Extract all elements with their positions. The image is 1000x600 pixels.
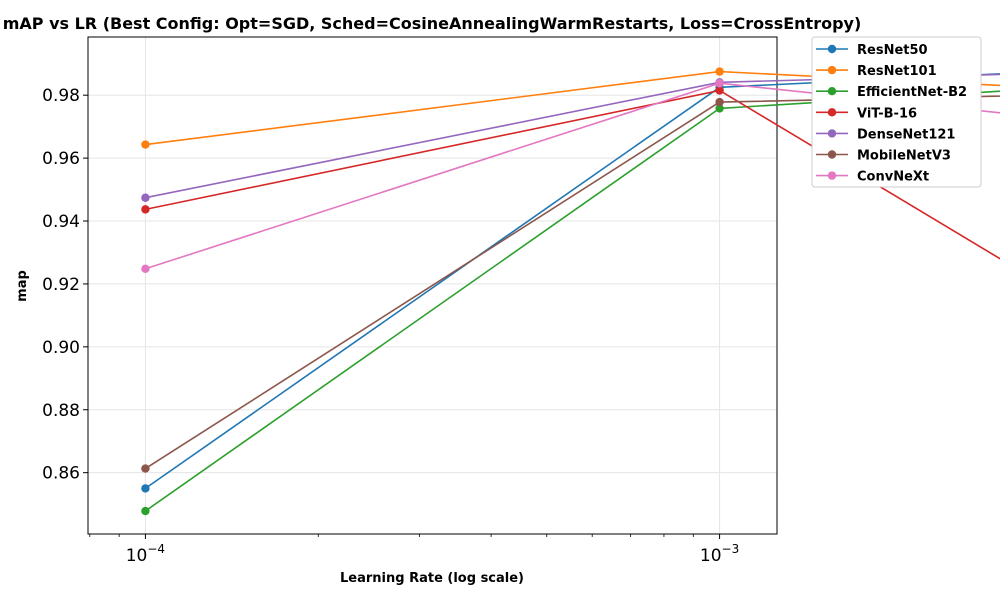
- y-axis-label: map: [15, 270, 30, 302]
- chart-title: mAP vs LR (Best Config: Opt=SGD, Sched=C…: [3, 14, 862, 33]
- y-tick-label: 0.90: [42, 338, 80, 358]
- legend: ResNet50 ResNet101 EfficientNet-B2 ViT-B-16…: [811, 36, 982, 188]
- legend-label: EfficientNet-B2: [857, 85, 967, 100]
- legend-marker: [827, 150, 837, 159]
- x-tick-base: 10: [700, 546, 722, 566]
- plot-frame: [87, 36, 778, 535]
- x-tick-base: 10: [126, 546, 148, 566]
- data-point: [141, 484, 150, 493]
- legend-marker: [827, 171, 837, 180]
- legend-label: ViT-B-16: [857, 106, 917, 121]
- x-tick-label: 10−3: [700, 542, 739, 566]
- data-point: [141, 464, 150, 473]
- grid: [88, 37, 777, 534]
- data-point: [141, 140, 150, 149]
- legend-label: ResNet101: [857, 64, 937, 79]
- data-point: [715, 86, 724, 95]
- data-point: [715, 67, 724, 76]
- x-axis-label: Learning Rate (log scale): [340, 571, 524, 586]
- legend-marker: [827, 44, 837, 54]
- legend-label: ConvNeXt: [857, 170, 929, 185]
- legend-marker: [827, 65, 837, 75]
- x-axis: 10−410−310−2: [126, 534, 739, 566]
- data-point: [715, 79, 724, 88]
- y-tick-label: 0.86: [42, 464, 80, 484]
- data-point: [141, 264, 150, 274]
- legend-label: DenseNet121: [857, 127, 955, 142]
- x-tick-label: 10−4: [126, 542, 165, 566]
- data-point: [715, 97, 724, 107]
- y-tick-label: 0.94: [42, 212, 80, 232]
- y-tick-label: 0.88: [42, 401, 80, 421]
- series-layer: [141, 67, 1000, 516]
- data-point: [715, 104, 724, 113]
- y-tick-label: 0.92: [42, 275, 80, 295]
- legend-marker: [827, 87, 837, 96]
- data-point: [141, 506, 150, 516]
- legend-marker: [827, 108, 837, 117]
- y-tick-label: 0.96: [42, 149, 80, 169]
- legend-marker: [827, 129, 837, 138]
- data-point: [141, 205, 150, 214]
- legend-label: ResNet50: [857, 43, 928, 58]
- x-tick-exponent: −4: [147, 542, 165, 556]
- x-tick-exponent: −3: [722, 542, 740, 556]
- legend-frame: [811, 36, 982, 188]
- y-tick-label: 0.98: [42, 86, 80, 106]
- y-axis: 0.86 0.88 0.90 0.92 0.94 0.96 0.98: [42, 86, 88, 484]
- x-minor-ticks: [89, 534, 694, 537]
- data-point: [141, 193, 150, 202]
- legend-label: MobileNetV3: [857, 149, 951, 164]
